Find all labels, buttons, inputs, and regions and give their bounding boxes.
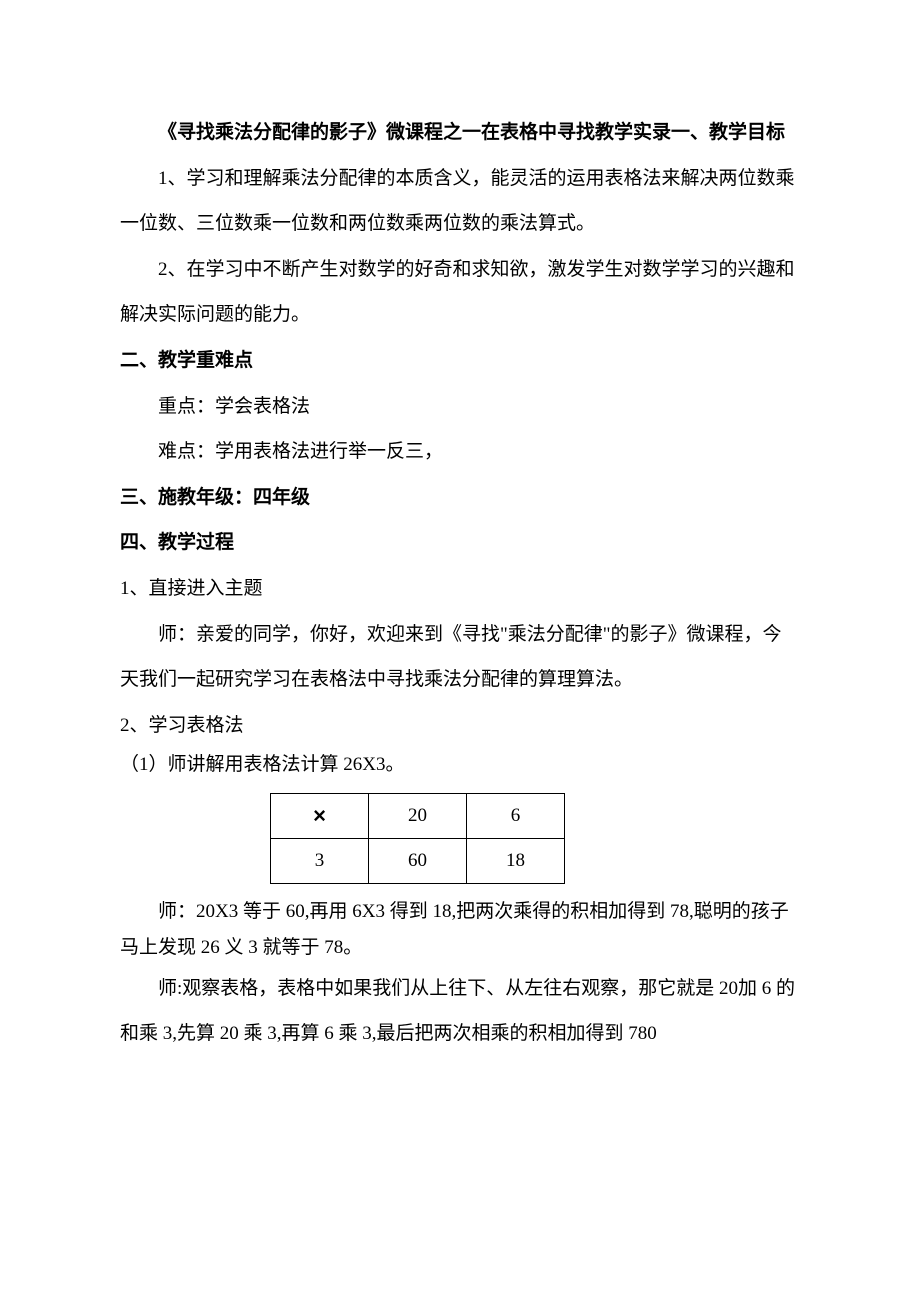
goal-2: 2、在学习中不断产生对数学的好奇和求知欲，激发学生对数学学习的兴趣和解决实际问题… [120,247,800,338]
explain-1: 师：20X3 等于 60,再用 6X3 得到 18,把两次乘得的积相加得到 78… [120,894,800,966]
hardpoint-text: 难点：学用表格法进行举一反三， [120,429,800,475]
title-and-section-1: 《寻找乘法分配律的影子》微课程之一在表格中寻找教学实录一、教学目标 [120,110,800,156]
heading-keypoints: 二、教学重难点 [120,338,800,384]
keypoint-text: 重点：学会表格法 [120,384,800,430]
table-row: 3 60 18 [271,838,565,883]
heading-process: 四、教学过程 [120,520,800,566]
explain-2: 师:观察表格，表格中如果我们从上往下、从左往右观察，那它就是 20加 6 的和乘… [120,966,800,1057]
cell-3: 3 [271,838,369,883]
goal-1: 1、学习和理解乘法分配律的本质含义，能灵活的运用表格法来解决两位数乘一位数、三位… [120,156,800,247]
section-1-text: 师：亲爱的同学，你好，欢迎来到《寻找"乘法分配律"的影子》微课程，今天我们一起研… [120,612,800,703]
section-2-title: 2、学习表格法 [120,703,800,749]
cell-6: 6 [467,793,565,838]
calc-table: × 20 6 3 60 18 [270,793,565,884]
section-1-title: 1、直接进入主题 [120,566,800,612]
heading-grade: 三、施教年级：四年级 [120,475,800,521]
document-page: 《寻找乘法分配律的影子》微课程之一在表格中寻找教学实录一、教学目标 1、学习和理… [0,0,920,1301]
cell-multiply-symbol: × [271,793,369,838]
cell-18: 18 [467,838,565,883]
section-2-1: （1）师讲解用表格法计算 26X3。 [120,748,800,782]
calc-table-wrap: × 20 6 3 60 18 [270,793,800,884]
cell-20: 20 [369,793,467,838]
cell-60: 60 [369,838,467,883]
table-row: × 20 6 [271,793,565,838]
